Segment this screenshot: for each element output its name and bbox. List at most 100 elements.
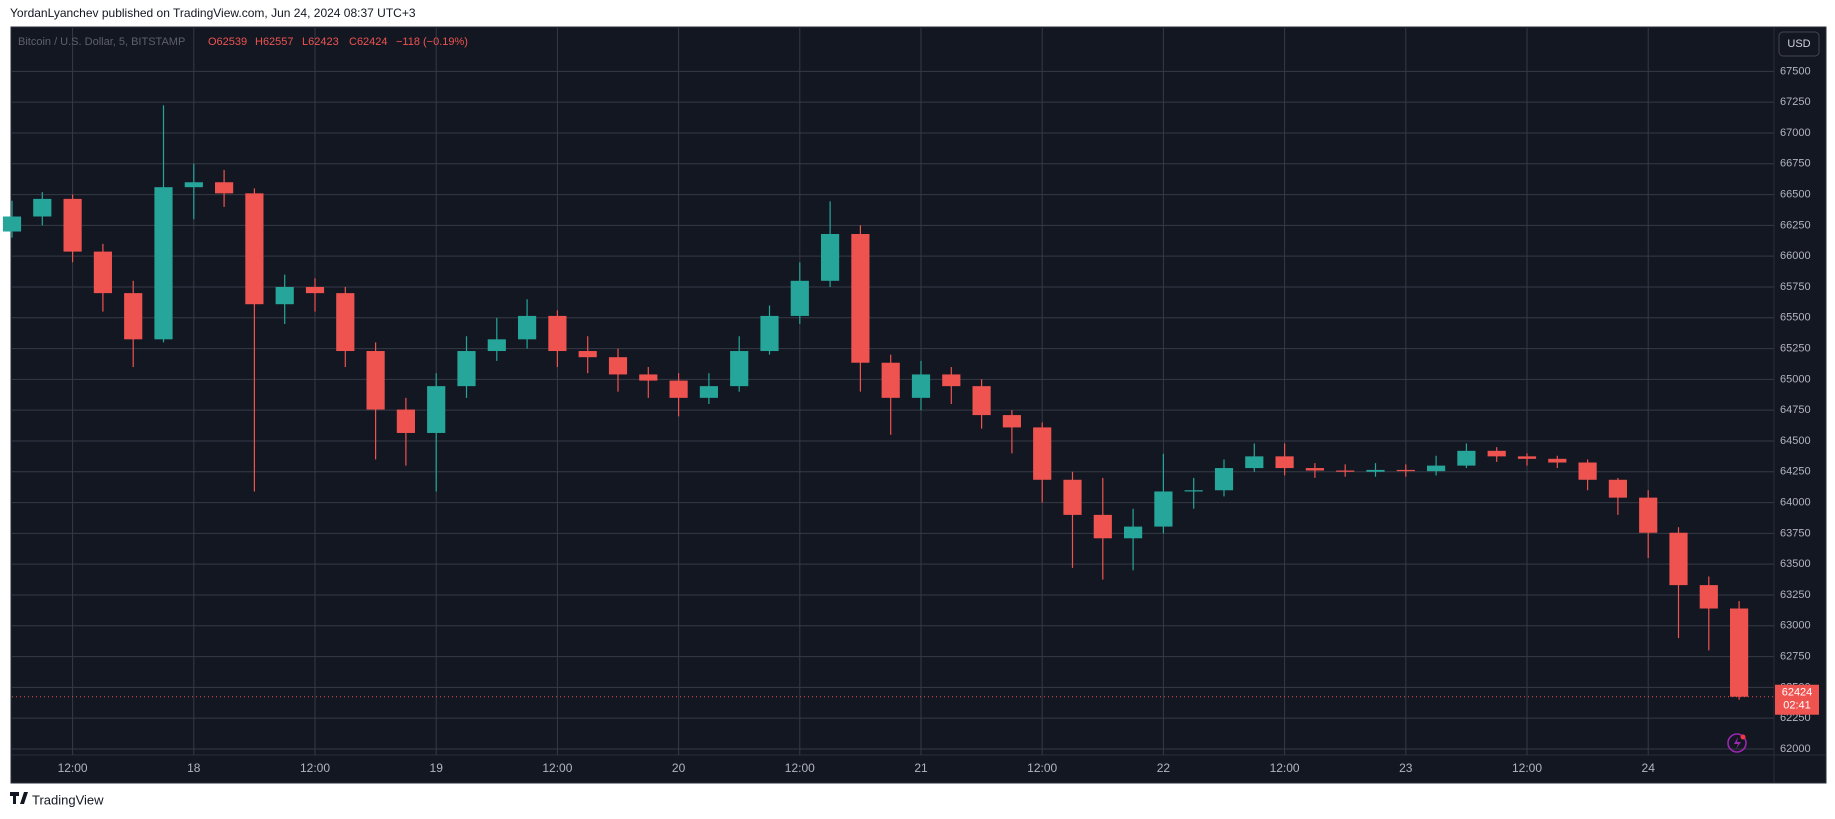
chart-panel bbox=[10, 26, 1827, 784]
candle-body bbox=[699, 386, 718, 398]
ohlc-value: O62539 bbox=[208, 36, 247, 48]
candle-body bbox=[1457, 450, 1476, 466]
candle-body bbox=[669, 380, 688, 398]
y-tick-label: 65500 bbox=[1780, 312, 1811, 324]
candle-body bbox=[1154, 491, 1173, 527]
candle-body bbox=[2, 216, 22, 232]
ohlc-value: C62424 bbox=[349, 36, 388, 48]
candle-body bbox=[942, 374, 961, 387]
candle-body bbox=[548, 315, 567, 352]
candle-body bbox=[760, 315, 779, 352]
candle-body bbox=[1487, 450, 1506, 457]
candle-body bbox=[1699, 585, 1718, 609]
x-tick-label: 24 bbox=[1642, 761, 1656, 775]
axes: 6200062250625006275063000632506350063750… bbox=[58, 65, 1819, 775]
candle-body bbox=[1002, 415, 1021, 428]
candle-body bbox=[33, 198, 52, 217]
candle-body bbox=[1275, 456, 1294, 469]
x-tick-label: 22 bbox=[1157, 761, 1171, 775]
candle-body bbox=[972, 386, 991, 416]
candle-body bbox=[790, 280, 809, 316]
y-tick-label: 64750 bbox=[1780, 404, 1811, 416]
candle-body bbox=[63, 198, 82, 252]
y-tick-label: 67500 bbox=[1780, 65, 1811, 77]
candle-body bbox=[881, 362, 900, 398]
y-tick-label: 66000 bbox=[1780, 250, 1811, 262]
y-tick-label: 66500 bbox=[1780, 188, 1811, 200]
candles bbox=[2, 105, 1774, 700]
ohlc-legend: O62539 H62557 L62423 C62424 −118 (−0.19%) bbox=[208, 36, 468, 48]
y-tick-label: 63000 bbox=[1780, 620, 1811, 632]
currency-button[interactable] bbox=[1778, 31, 1820, 57]
tv-logo bbox=[10, 792, 28, 804]
x-tick-label: 12:00 bbox=[300, 761, 330, 775]
candle-body bbox=[184, 182, 203, 188]
x-tick-label: 19 bbox=[430, 761, 444, 775]
candle-body bbox=[730, 351, 749, 387]
x-tick-label: 23 bbox=[1399, 761, 1413, 775]
candle-body bbox=[305, 286, 325, 294]
candle-body bbox=[1214, 468, 1234, 491]
candle-body bbox=[1669, 532, 1688, 586]
candle-body bbox=[215, 182, 234, 194]
candle-body bbox=[578, 351, 597, 358]
candle-body bbox=[1366, 469, 1385, 472]
candle-body bbox=[1245, 456, 1264, 469]
candle-body bbox=[1305, 468, 1324, 471]
candle-body bbox=[851, 233, 870, 363]
candle-body bbox=[608, 357, 628, 375]
y-tick-label: 64250 bbox=[1780, 466, 1811, 478]
candle-body bbox=[911, 374, 931, 398]
y-tick-label: 67000 bbox=[1780, 127, 1811, 139]
candle-body bbox=[366, 351, 385, 410]
candle-body bbox=[457, 351, 476, 387]
x-tick-label: 12:00 bbox=[58, 761, 88, 775]
candle-body bbox=[821, 233, 840, 281]
y-tick-label: 66250 bbox=[1780, 219, 1811, 231]
y-tick-label: 65250 bbox=[1780, 342, 1811, 354]
y-tick-label: 62000 bbox=[1780, 743, 1811, 755]
ohlc-value: L62423 bbox=[302, 36, 339, 48]
x-tick-label: 12:00 bbox=[1270, 761, 1300, 775]
candle-body bbox=[487, 339, 506, 352]
x-tick-label: 12:00 bbox=[785, 761, 815, 775]
candle-body bbox=[1033, 427, 1052, 480]
alert-icon[interactable] bbox=[1727, 733, 1747, 753]
x-tick-label: 21 bbox=[914, 761, 928, 775]
y-tick-label: 64500 bbox=[1780, 435, 1811, 447]
last-price-label: 62424 bbox=[1782, 687, 1813, 699]
x-tick-label: 18 bbox=[187, 761, 201, 775]
ohlc-value: H62557 bbox=[255, 36, 294, 48]
candle-body bbox=[1548, 458, 1567, 463]
currency-label: USD bbox=[1787, 38, 1810, 50]
x-tick-label: 12:00 bbox=[1512, 761, 1542, 775]
candle-body bbox=[275, 286, 294, 305]
candle-body bbox=[1063, 479, 1082, 515]
footer-brand: TradingView bbox=[32, 792, 104, 807]
change-value: −118 (−0.19%) bbox=[396, 36, 468, 48]
candle-body bbox=[1396, 469, 1415, 472]
alert-dot bbox=[1740, 734, 1746, 740]
y-tick-label: 66750 bbox=[1780, 158, 1811, 170]
candle-body bbox=[245, 193, 264, 305]
y-tick-label: 63500 bbox=[1780, 558, 1811, 570]
y-tick-label: 63250 bbox=[1780, 589, 1811, 601]
candle-body bbox=[1730, 608, 1749, 697]
candle-body bbox=[396, 409, 415, 433]
candle-body bbox=[1517, 456, 1537, 459]
candle-body bbox=[1184, 490, 1203, 492]
x-tick-label: 12:00 bbox=[1027, 761, 1057, 775]
candle-body bbox=[1578, 462, 1597, 480]
last-price-box bbox=[1775, 684, 1819, 715]
candle-body bbox=[1093, 514, 1112, 539]
candle-body bbox=[1639, 497, 1658, 533]
candle-body bbox=[1124, 526, 1143, 539]
countdown-label: 02:41 bbox=[1783, 700, 1811, 712]
candle-body bbox=[336, 293, 355, 352]
candle-body bbox=[518, 315, 537, 340]
y-tick-label: 62250 bbox=[1780, 712, 1811, 724]
y-tick-label: 65000 bbox=[1780, 373, 1811, 385]
publish-header: YordanLyanchev published on TradingView.… bbox=[10, 6, 416, 20]
